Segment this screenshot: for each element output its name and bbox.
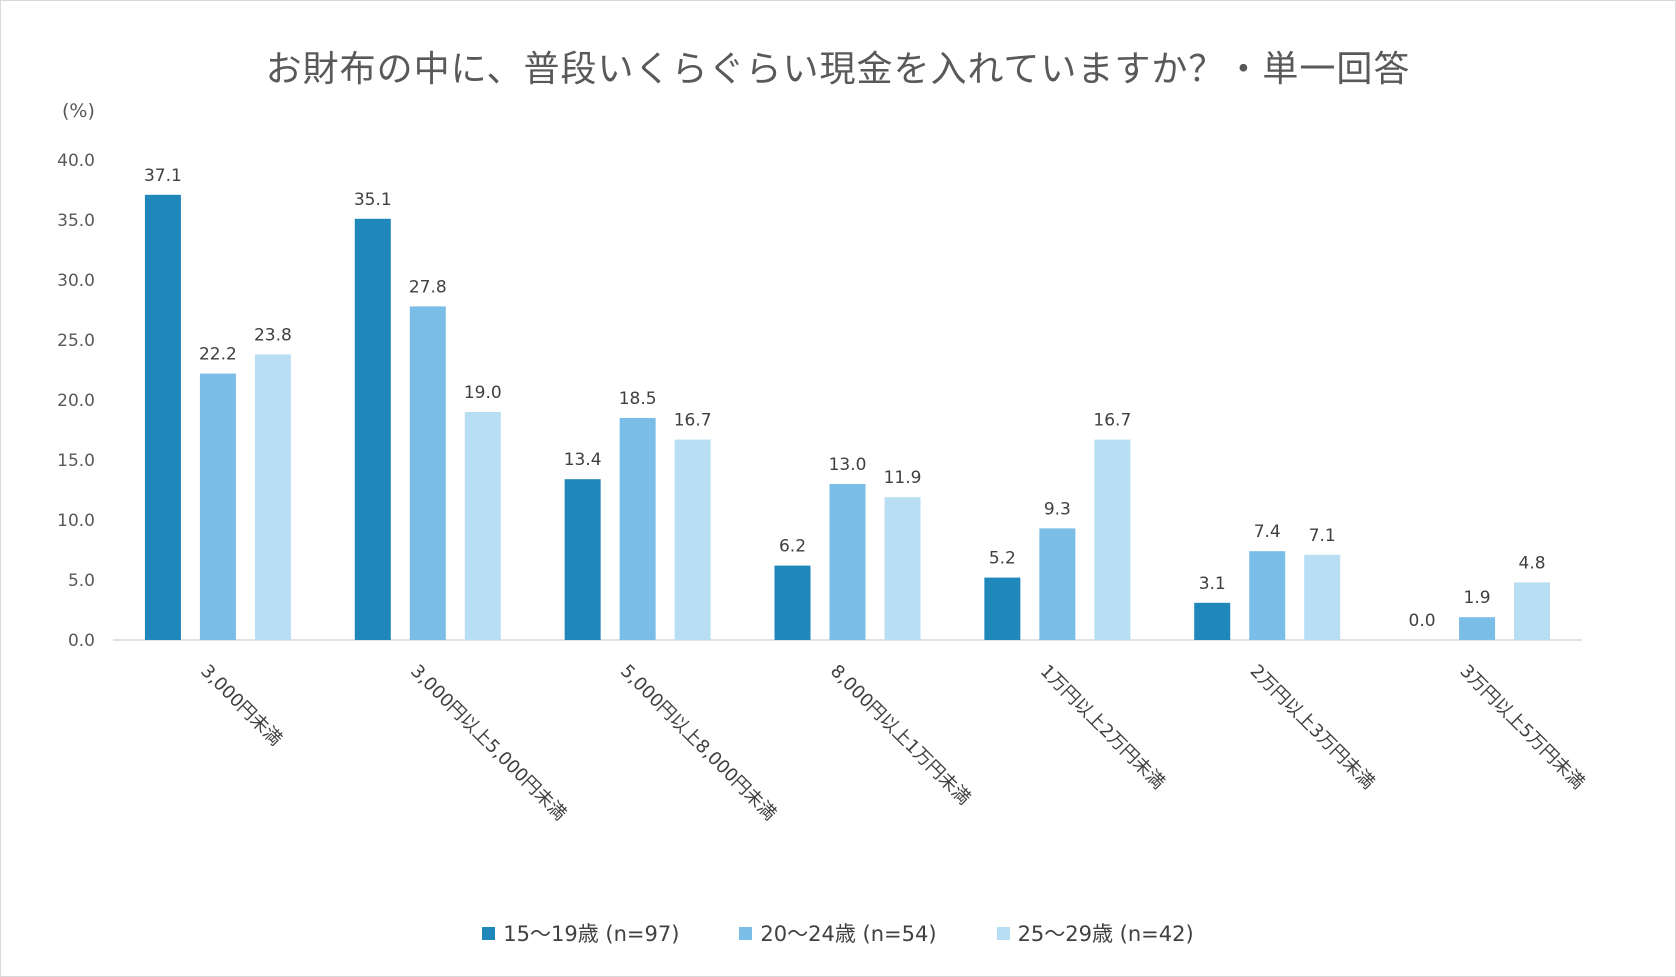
y-tick-label: 10.0 <box>57 511 95 531</box>
data-label: 13.4 <box>564 450 602 470</box>
y-tick-label: 30.0 <box>57 271 95 291</box>
bar <box>354 218 391 641</box>
bar <box>1459 617 1496 640</box>
bar <box>774 565 811 640</box>
y-tick-label: 25.0 <box>57 331 95 351</box>
legend-label-20-24: 20〜24歳 (n=54) <box>760 922 937 946</box>
data-label: 1.9 <box>1464 588 1491 608</box>
bar <box>409 306 446 640</box>
bar <box>1249 551 1286 640</box>
data-label: 7.1 <box>1309 526 1336 546</box>
chart-title: お財布の中に、普段いくらぐらい現金を入れていますか？・単一回答 <box>265 49 1411 90</box>
data-label: 18.5 <box>619 389 657 409</box>
bar <box>674 439 711 640</box>
data-label: 5.2 <box>989 549 1016 569</box>
data-label: 3.1 <box>1199 574 1226 594</box>
category-label: 3万円以上5万円未満 <box>1456 661 1589 794</box>
bar <box>1514 582 1551 640</box>
bar <box>144 194 181 641</box>
category-label: 3,000円以上5,000円未満 <box>406 661 570 825</box>
y-tick-label: 35.0 <box>57 211 95 231</box>
bar <box>619 418 656 640</box>
bar <box>1094 439 1131 640</box>
data-label: 16.7 <box>1093 411 1131 431</box>
bar <box>564 479 601 640</box>
data-label: 22.2 <box>199 345 237 365</box>
legend-label-15-19: 15〜19歳 (n=97) <box>503 922 680 946</box>
bar <box>1039 528 1076 640</box>
data-label: 19.0 <box>464 383 502 403</box>
bar-chart: 0.0 5.0 10.0 15.0 20.0 25.0 30.0 35.0 40.0 37.1 22… <box>57 151 1589 825</box>
category-label: 8,000円以上1万円未満 <box>826 661 974 809</box>
data-label: 27.8 <box>409 277 447 297</box>
data-label: 9.3 <box>1044 499 1071 519</box>
bar <box>1304 554 1341 640</box>
y-tick-label: 40.0 <box>57 151 95 171</box>
data-label: 13.0 <box>829 455 867 475</box>
data-label: 11.9 <box>884 468 922 488</box>
category-label: 5,000円以上8,000円未満 <box>616 661 780 825</box>
category-label: 3,000円未満 <box>196 661 285 750</box>
data-label: 0.0 <box>1409 611 1436 631</box>
legend-item-25-29: 25〜29歳 (n=42) <box>996 918 1194 948</box>
bar <box>884 497 921 640</box>
data-label: 7.4 <box>1254 522 1281 542</box>
legend-item-15-19: 15〜19歳 (n=97) <box>482 918 679 948</box>
data-label: 35.1 <box>354 190 392 210</box>
y-tick-label: 5.0 <box>68 571 95 591</box>
y-tick-label: 0.0 <box>68 631 95 651</box>
y-tick-label: 20.0 <box>57 391 95 411</box>
data-label: 4.8 <box>1519 553 1546 573</box>
category-label: 2万円以上3万円未満 <box>1246 661 1379 794</box>
category-label: 1万円以上2万円未満 <box>1036 661 1169 794</box>
data-label: 23.8 <box>254 325 292 345</box>
data-label: 6.2 <box>779 537 806 557</box>
y-axis-unit-label: (%) <box>62 100 95 122</box>
legend-swatch-20-24 <box>739 926 753 940</box>
data-label: 37.1 <box>144 166 182 186</box>
bar <box>829 484 866 640</box>
bar <box>464 412 501 640</box>
bar <box>984 577 1021 640</box>
bar <box>254 354 291 640</box>
legend-swatch-15-19 <box>482 926 496 940</box>
y-tick-label: 15.0 <box>57 451 95 471</box>
legend-label-25-29: 25〜29歳 (n=42) <box>1017 922 1194 946</box>
bar <box>199 373 236 640</box>
bar <box>1194 602 1231 640</box>
legend-item-20-24: 20〜24歳 (n=54) <box>739 918 937 948</box>
legend: 15〜19歳 (n=97) 20〜24歳 (n=54) 25〜29歳 (n=42… <box>0 918 1676 948</box>
data-label: 16.7 <box>674 411 712 431</box>
legend-swatch-25-29 <box>996 926 1010 940</box>
